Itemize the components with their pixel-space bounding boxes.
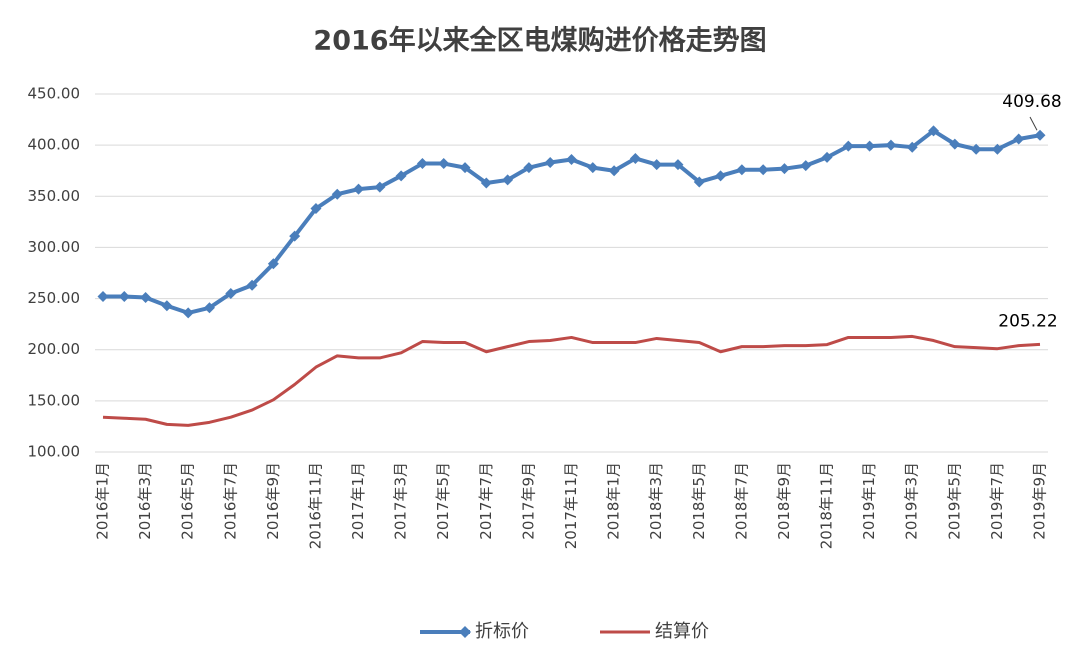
x-tick-label: 2018年11月 bbox=[818, 462, 836, 549]
x-tick-label: 2016年9月 bbox=[264, 462, 282, 540]
x-tick-label: 2017年5月 bbox=[434, 462, 452, 540]
y-tick-label: 250.00 bbox=[28, 289, 81, 307]
series-line bbox=[102, 334, 1041, 427]
x-tick-label: 2016年1月 bbox=[94, 462, 112, 540]
x-tick-label: 2017年7月 bbox=[477, 462, 495, 540]
x-tick-label: 2019年3月 bbox=[903, 462, 921, 540]
x-tick-label: 2016年11月 bbox=[306, 462, 324, 549]
series-marker bbox=[310, 203, 322, 215]
series-marker bbox=[502, 174, 514, 186]
legend-marker bbox=[459, 626, 471, 638]
series-marker bbox=[438, 158, 450, 170]
series-marker bbox=[395, 170, 407, 182]
x-tick-label: 2018年9月 bbox=[775, 462, 793, 540]
data-label: 205.22 bbox=[998, 311, 1057, 331]
y-tick-label: 200.00 bbox=[28, 340, 81, 358]
x-tick-label: 2019年1月 bbox=[860, 462, 878, 540]
series-marker bbox=[289, 230, 301, 242]
series-marker bbox=[736, 164, 748, 176]
x-tick-label: 2019年7月 bbox=[988, 462, 1006, 540]
series-marker bbox=[118, 291, 130, 303]
x-tick-label: 2017年9月 bbox=[519, 462, 537, 540]
x-tick-label: 2018年1月 bbox=[605, 462, 623, 540]
series-marker bbox=[864, 140, 876, 152]
x-tick-label: 2016年7月 bbox=[221, 462, 239, 540]
series-marker bbox=[651, 159, 663, 171]
series-marker bbox=[374, 181, 386, 193]
series-marker bbox=[225, 287, 237, 299]
series-marker bbox=[203, 302, 215, 314]
series-marker bbox=[970, 143, 982, 155]
x-tick-label: 2018年3月 bbox=[647, 462, 665, 540]
series-marker bbox=[182, 307, 194, 319]
data-label: 409.68 bbox=[1002, 92, 1061, 112]
series-marker bbox=[928, 125, 940, 137]
series-marker bbox=[416, 158, 428, 170]
series-marker bbox=[715, 170, 727, 182]
series-marker bbox=[353, 183, 365, 195]
series-marker bbox=[459, 162, 471, 174]
y-tick-label: 150.00 bbox=[28, 391, 81, 409]
x-tick-label: 2019年9月 bbox=[1031, 462, 1049, 540]
series-marker bbox=[161, 300, 173, 312]
x-tick-label: 2018年7月 bbox=[732, 462, 750, 540]
legend-label: 折标价 bbox=[475, 621, 529, 642]
series-marker bbox=[693, 176, 705, 188]
series-marker bbox=[608, 165, 620, 177]
y-tick-label: 400.00 bbox=[28, 136, 81, 154]
series-marker bbox=[331, 188, 343, 200]
chart-title: 2016年以来全区电煤购进价格走势图 bbox=[313, 25, 766, 57]
series-marker bbox=[906, 141, 918, 153]
series-marker bbox=[140, 292, 152, 304]
series-marker bbox=[566, 153, 577, 165]
series-marker bbox=[246, 279, 258, 291]
y-tick-label: 100.00 bbox=[28, 443, 81, 461]
x-tick-label: 2017年1月 bbox=[349, 462, 367, 540]
series-marker bbox=[757, 164, 769, 176]
x-tick-label: 2019年5月 bbox=[945, 462, 963, 540]
label-leader bbox=[1029, 116, 1038, 131]
series-marker bbox=[1034, 129, 1046, 141]
x-tick-label: 2018年5月 bbox=[690, 462, 708, 540]
legend-label: 结算价 bbox=[655, 621, 709, 642]
series-marker bbox=[842, 140, 854, 152]
series-marker bbox=[821, 151, 833, 163]
x-tick-label: 2016年5月 bbox=[179, 462, 197, 540]
y-tick-label: 300.00 bbox=[28, 238, 81, 256]
series-marker bbox=[480, 177, 492, 189]
series-marker bbox=[800, 160, 812, 172]
series-marker bbox=[778, 163, 790, 175]
series-marker bbox=[629, 152, 641, 164]
series-marker bbox=[672, 159, 684, 171]
y-tick-label: 350.00 bbox=[28, 187, 81, 205]
series-marker bbox=[587, 162, 599, 174]
x-tick-label: 2017年11月 bbox=[562, 462, 580, 549]
series-marker bbox=[267, 258, 279, 270]
series-marker bbox=[544, 157, 556, 169]
x-tick-label: 2016年3月 bbox=[136, 462, 154, 540]
x-tick-label: 2017年3月 bbox=[392, 462, 410, 540]
series-marker bbox=[523, 162, 535, 174]
series-marker bbox=[991, 143, 1003, 155]
series-marker bbox=[949, 138, 961, 150]
series-marker bbox=[885, 139, 897, 151]
series-marker bbox=[1013, 133, 1025, 145]
y-tick-label: 450.00 bbox=[28, 85, 81, 103]
series-marker bbox=[97, 291, 109, 303]
